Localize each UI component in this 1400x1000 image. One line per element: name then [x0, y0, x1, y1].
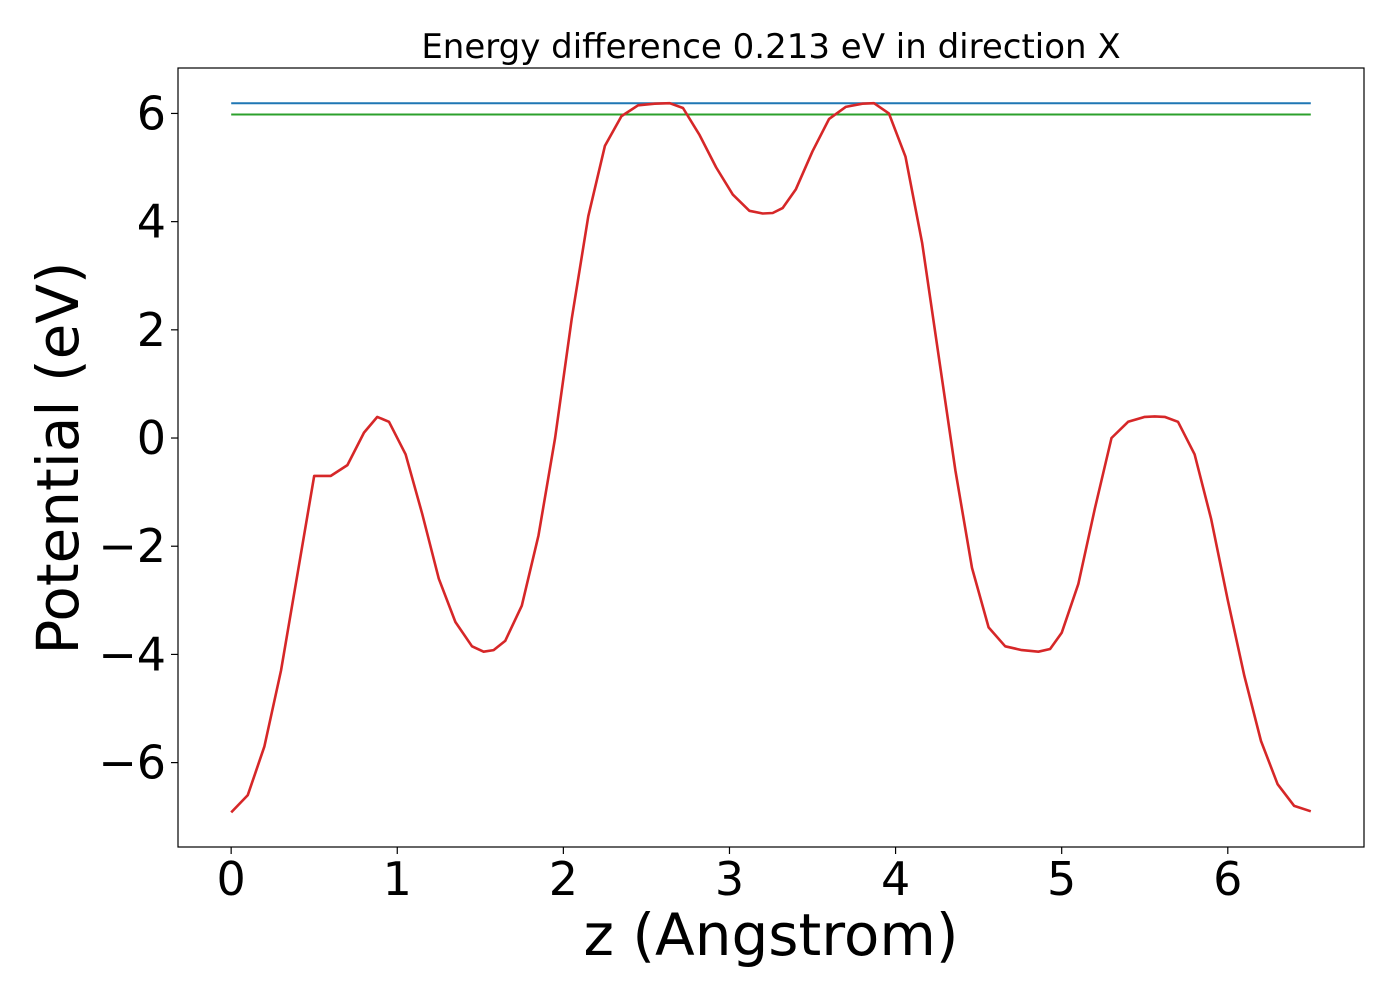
y-axis-label: Potential (eV) [24, 261, 92, 654]
y-tick-label: −4 [98, 627, 166, 681]
y-axis-ticks: −6 −4 −2 0 2 4 6 [98, 86, 178, 790]
y-tick-label: −2 [98, 519, 166, 573]
chart-title: Energy difference 0.213 eV in direction … [421, 27, 1120, 67]
x-tick-label: 4 [881, 852, 910, 906]
series-line-2 [230, 101, 1312, 814]
x-tick-label: 3 [715, 852, 744, 906]
x-tick-label: 2 [549, 852, 578, 906]
y-tick-label: 0 [137, 411, 166, 465]
plot-frame [177, 67, 1365, 848]
x-tick-label: 6 [1213, 852, 1242, 906]
x-tick-label: 5 [1047, 852, 1076, 906]
x-axis-ticks: 0 1 2 3 4 5 6 [217, 847, 1242, 906]
series-layer [230, 101, 1312, 814]
y-tick-label: 2 [137, 303, 166, 357]
y-tick-label: −6 [98, 736, 166, 790]
x-tick-label: 0 [217, 852, 246, 906]
y-tick-label: 4 [137, 195, 166, 249]
x-tick-label: 1 [383, 852, 412, 906]
y-tick-label: 6 [137, 86, 166, 140]
x-axis-label: z (Angstrom) [584, 901, 959, 969]
